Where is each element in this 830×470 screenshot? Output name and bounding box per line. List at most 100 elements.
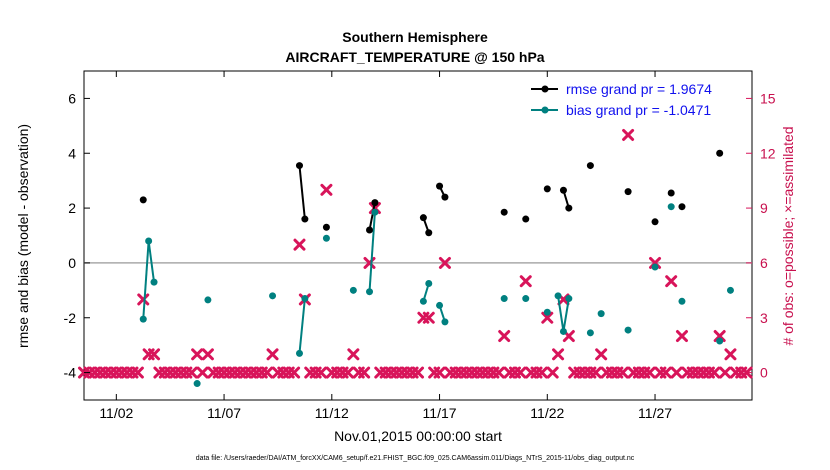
data-file-footnote: data file: /Users/raeder/DAI/ATM_forcXX/…: [196, 455, 635, 462]
bias-segment: [562, 298, 570, 332]
rmse-segment: [368, 202, 376, 231]
y-tick-label: 4: [68, 145, 76, 161]
obs-assimilated-marker: [492, 366, 505, 379]
obs-assimilated-marker: [433, 366, 446, 379]
rmse-point: [651, 218, 659, 226]
legend-rmse-marker: [541, 85, 549, 93]
y-axis-ticks: -4 -2 0 2 4 6: [64, 90, 90, 381]
bias-segment: [557, 295, 565, 332]
obs-assimilated-marker: [137, 293, 150, 306]
x-tick-label: 11/17: [423, 405, 457, 421]
y2-axis-label: # of obs: o=possible; ×=assimilated: [780, 126, 796, 345]
obs-assimilated-marker: [196, 366, 209, 379]
obs-assimilated-marker: [498, 330, 511, 343]
bias-segment: [142, 240, 150, 320]
obs-assimilated-marker: [347, 348, 360, 361]
y2-tick-label: 15: [760, 90, 776, 106]
rmse-point: [366, 226, 374, 234]
rmse-point: [436, 182, 444, 190]
obs-assimilated-marker: [412, 366, 424, 379]
rmse-point: [301, 215, 309, 223]
bias-point: [522, 295, 530, 303]
obs-assimilated-marker: [191, 348, 204, 361]
bias-point: [425, 279, 433, 287]
obs-assimilated-marker: [546, 366, 559, 379]
obs-count-markers: [78, 128, 753, 379]
y2-tick-label: 3: [760, 310, 768, 326]
bias-point: [150, 278, 158, 286]
rmse-point: [322, 223, 330, 231]
rmse-point: [543, 185, 551, 193]
x-tick-label: 11/02: [99, 405, 133, 421]
obs-assimilated-marker: [293, 238, 306, 251]
bias-point: [651, 263, 659, 271]
y-axis-label: rmse and bias (model - observation): [15, 124, 31, 348]
bias-point: [597, 310, 605, 318]
y-tick-label: 6: [68, 90, 76, 106]
legend-box: [526, 78, 738, 122]
bias-point: [419, 297, 427, 305]
rmse-point: [139, 196, 147, 204]
obs-assimilated-marker: [719, 366, 732, 379]
obs-assimilated-marker: [622, 128, 635, 141]
legend-bias-label: bias grand pr = -1.0471: [566, 102, 711, 118]
obs-assimilated-marker: [422, 311, 435, 324]
rmse-point: [716, 149, 724, 157]
x-tick-label: 11/12: [315, 405, 349, 421]
bias-point: [204, 296, 212, 304]
bias-point: [624, 326, 632, 334]
bias-point: [436, 301, 444, 309]
bias-point: [559, 327, 567, 335]
bias-point: [543, 308, 551, 316]
obs-assimilated-marker: [589, 366, 602, 379]
bias-point: [349, 286, 357, 294]
obs-assimilated-marker: [315, 366, 328, 379]
legend: rmse grand pr = 1.9674 bias grand pr = -…: [526, 78, 738, 122]
chart-title: Southern Hemisphere: [342, 29, 488, 45]
bias-point: [716, 337, 724, 345]
obs-assimilated-marker: [201, 348, 214, 361]
bias-point: [301, 295, 309, 303]
obs-assimilated-marker: [665, 275, 678, 288]
obs-assimilated-marker: [616, 366, 629, 379]
obs-assimilated-marker: [595, 348, 608, 361]
obs-assimilated-marker: [708, 366, 721, 379]
obs-assimilated-marker: [288, 366, 301, 379]
bias-point: [586, 329, 594, 337]
obs-assimilated-marker: [519, 275, 532, 288]
rmse-point: [295, 162, 303, 170]
rmse-point: [586, 162, 594, 170]
obs-assimilated-marker: [185, 366, 198, 379]
bias-point: [726, 286, 734, 294]
x-axis-label: Nov.01,2015 00:00:00 start: [334, 428, 502, 444]
bias-lines: [142, 212, 570, 354]
rmse-points: [139, 149, 724, 237]
obs-assimilated-marker: [541, 311, 554, 324]
rmse-point: [559, 186, 567, 194]
rmse-point: [425, 229, 433, 237]
y-tick-label: -4: [64, 365, 77, 381]
obs-assimilated-marker: [535, 366, 548, 379]
obs-assimilated-marker: [320, 183, 333, 196]
obs-assimilated-marker: [670, 366, 683, 379]
rmse-point: [371, 199, 379, 207]
bias-segment: [147, 240, 156, 283]
bias-point: [678, 297, 686, 305]
rmse-point: [419, 214, 427, 222]
obs-assimilated-marker: [514, 366, 527, 379]
obs-assimilated-marker: [643, 366, 656, 379]
x-tick-label: 11/07: [207, 405, 241, 421]
rmse-point: [667, 189, 675, 197]
y2-tick-label: 6: [760, 255, 768, 271]
y2-tick-label: 0: [760, 365, 768, 381]
bias-point: [667, 203, 675, 211]
x-tick-label: 11/27: [638, 405, 672, 421]
obs-assimilated-marker: [675, 330, 688, 343]
rmse-point: [565, 204, 573, 212]
rmse-point: [500, 208, 508, 216]
rmse-segment: [298, 165, 306, 220]
bias-point: [554, 292, 562, 300]
y-tick-label: 0: [68, 255, 76, 271]
legend-bias-marker: [541, 106, 549, 114]
bias-point: [366, 288, 374, 296]
